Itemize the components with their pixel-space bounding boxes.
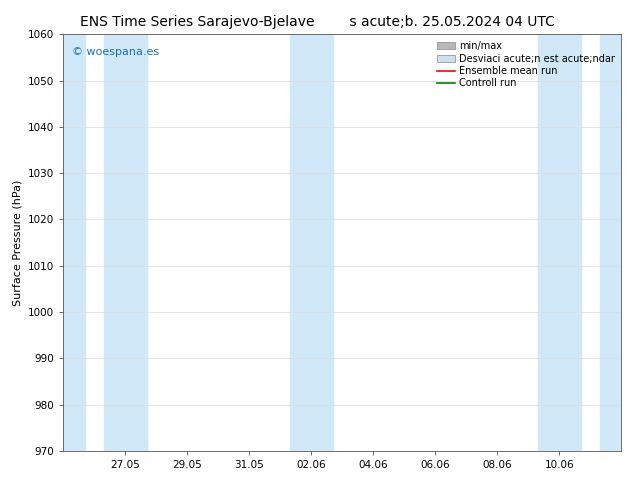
Bar bbox=[290, 34, 333, 451]
Bar bbox=[600, 34, 621, 451]
Text: ENS Time Series Sarajevo-Bjelave        s acute;b. 25.05.2024 04 UTC: ENS Time Series Sarajevo-Bjelave s acute… bbox=[79, 15, 555, 29]
Legend: min/max, Desviaci acute;n est acute;ndar, Ensemble mean run, Controll run: min/max, Desviaci acute;n est acute;ndar… bbox=[436, 39, 616, 90]
Y-axis label: Surface Pressure (hPa): Surface Pressure (hPa) bbox=[13, 179, 23, 306]
Bar bbox=[63, 34, 85, 451]
Text: © woespana.es: © woespana.es bbox=[72, 47, 159, 57]
Bar bbox=[538, 34, 581, 451]
Bar bbox=[104, 34, 147, 451]
